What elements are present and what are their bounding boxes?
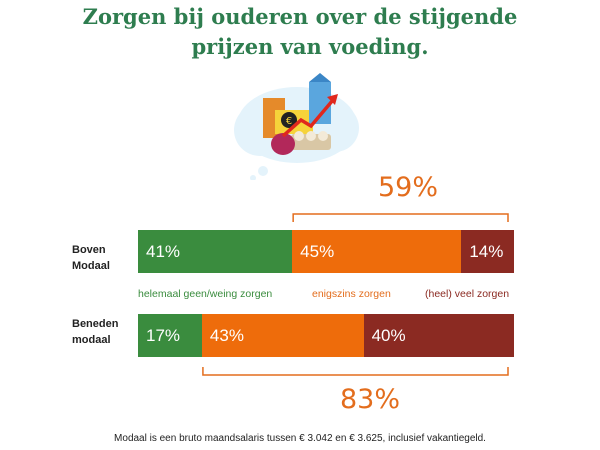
beetroot-icon [271, 133, 295, 155]
data-label: 43% [209, 325, 244, 345]
annotation-83-percent: 83% [340, 384, 401, 415]
bar-segment-boven-modaal-helemaal-geen-weing-zorgen: 41% [138, 230, 293, 273]
rising-price-arrowhead [327, 94, 338, 105]
egg-icon [294, 131, 304, 141]
bracket-beneden-modaal [202, 367, 509, 376]
bracket-boven-modaal [292, 213, 509, 222]
data-label: 41% [146, 241, 181, 261]
stacked-bar-boven-modaal: 41% 45% 14% [138, 230, 514, 273]
euro-symbol: € [286, 116, 292, 127]
row-label-boven-modaal: Boven Modaal [72, 244, 110, 272]
euro-icon [281, 112, 297, 128]
thought-bubble-dot [258, 166, 268, 176]
milk-carton-top [309, 73, 331, 82]
data-label: 14% [469, 241, 504, 261]
data-label: 40% [371, 325, 406, 345]
thought-bubble-dot [250, 175, 256, 180]
footnote: Modaal is een bruto maandsalaris tussen … [114, 433, 486, 444]
annotation-59-percent: 59% [378, 172, 439, 203]
data-label: 45% [300, 241, 335, 261]
chart-title-line-1: Zorgen bij ouderen over de stijgende [82, 4, 518, 29]
egg-icon [306, 131, 316, 141]
rising-price-arrow [281, 98, 335, 138]
bar-segment-boven-modaal-enigszins-zorgen: 45% [292, 230, 462, 273]
legend-heel-veel-zorgen: (heel) veel zorgen [425, 288, 510, 300]
stacked-bar-beneden-modaal: 17% 43% 40% [138, 314, 514, 357]
egg-icon [318, 131, 328, 141]
bar-segment-beneden-modaal-heel-veel-zorgen: 40% [363, 314, 514, 357]
bar-segment-boven-modaal-heel-veel-zorgen: 14% [461, 230, 514, 273]
bar-segment-beneden-modaal-helemaal-geen-weing-zorgen: 17% [138, 314, 202, 357]
grocery-price-illustration: € [234, 73, 359, 180]
legend-helemaal-geen-zorgen: helemaal geen/weing zorgen [138, 288, 273, 300]
data-label: 17% [146, 325, 181, 345]
bar-segment-beneden-modaal-enigszins-zorgen: 43% [201, 314, 364, 357]
chart-title-line-2: prijzen van voeding. [191, 34, 429, 59]
milk-carton-icon [309, 82, 331, 124]
legend-enigszins-zorgen: enigszins zorgen [312, 288, 391, 300]
row-label-beneden-modaal: Beneden modaal [72, 318, 119, 346]
